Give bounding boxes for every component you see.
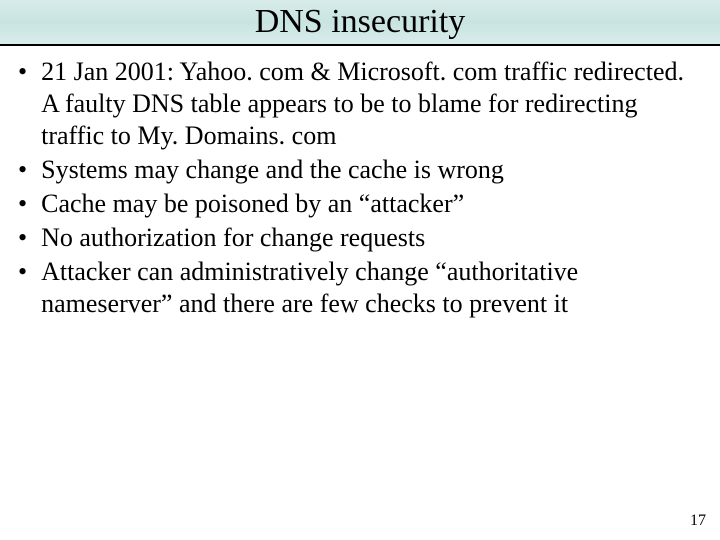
bullet-list: • 21 Jan 2001: Yahoo. com & Microsoft. c…: [18, 56, 702, 320]
bullet-text: No authorization for change requests: [41, 222, 425, 254]
title-bar: DNS insecurity: [0, 0, 720, 46]
bullet-text: Systems may change and the cache is wron…: [41, 154, 504, 186]
page-number: 17: [690, 512, 706, 530]
bullet-text: Attacker can administratively change “au…: [41, 256, 702, 320]
bullet-marker-icon: •: [18, 188, 27, 220]
list-item: • Systems may change and the cache is wr…: [18, 154, 702, 186]
slide-content: • 21 Jan 2001: Yahoo. com & Microsoft. c…: [0, 46, 720, 320]
bullet-marker-icon: •: [18, 256, 27, 288]
list-item: • Cache may be poisoned by an “attacker”: [18, 188, 702, 220]
bullet-marker-icon: •: [18, 56, 27, 88]
bullet-marker-icon: •: [18, 222, 27, 254]
list-item: • Attacker can administratively change “…: [18, 256, 702, 320]
bullet-marker-icon: •: [18, 154, 27, 186]
bullet-text: 21 Jan 2001: Yahoo. com & Microsoft. com…: [41, 56, 702, 152]
list-item: • 21 Jan 2001: Yahoo. com & Microsoft. c…: [18, 56, 702, 152]
list-item: • No authorization for change requests: [18, 222, 702, 254]
bullet-text: Cache may be poisoned by an “attacker”: [41, 188, 464, 220]
slide-title: DNS insecurity: [255, 3, 466, 41]
